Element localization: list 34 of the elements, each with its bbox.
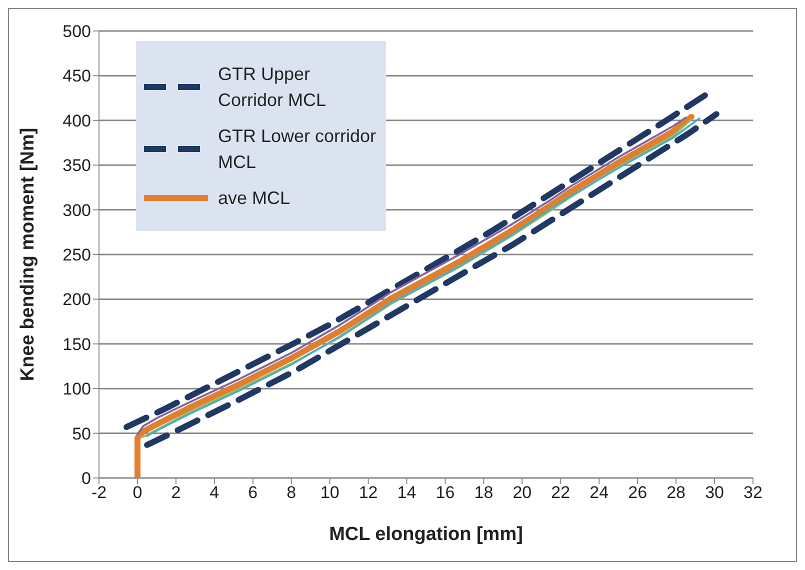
y-tick-label: 250 [62, 246, 91, 265]
y-tick-label: 300 [62, 200, 91, 220]
y-tick-label: 0 [82, 469, 91, 488]
legend-label: GTR Upper Corridor MCL [218, 63, 328, 112]
y-tick-label: 500 [62, 22, 91, 42]
x-tick-label: 22 [551, 483, 570, 502]
x-tick-label: 8 [286, 483, 296, 502]
y-tick-label: 400 [62, 111, 91, 130]
y-tick-label: 100 [62, 380, 91, 399]
y-tick-label: 450 [62, 66, 91, 86]
x-tick-label: 0 [132, 483, 142, 502]
y-tick-label: 350 [62, 156, 91, 176]
legend-label: ave MCL [218, 187, 292, 210]
x-tick-label: 28 [666, 483, 686, 502]
x-tick-label: 32 [744, 483, 762, 502]
x-tick-label: 24 [590, 483, 609, 502]
x-tick-label: 12 [358, 483, 378, 502]
legend-label: GTR Lower corridor MCL [218, 125, 378, 174]
x-tick-label: 20 [512, 483, 532, 502]
x-axis-title: MCL elongation [mm] [329, 524, 523, 545]
x-tick-label: 16 [436, 483, 455, 502]
y-tick-label: 50 [72, 424, 91, 444]
x-tick-label: 14 [397, 483, 416, 502]
y-axis-title: Knee bending moment [Nm] [18, 128, 39, 382]
x-tick-label: 4 [210, 483, 220, 502]
x-tick-label: 6 [248, 483, 258, 502]
x-tick-label: 30 [705, 483, 724, 502]
y-tick-label: 200 [62, 290, 91, 310]
x-tick-label: 2 [171, 483, 181, 502]
x-tick-label: -2 [91, 483, 107, 502]
x-tick-label: 18 [474, 483, 494, 502]
x-tick-label: 10 [320, 483, 340, 502]
x-tick-label: 26 [628, 483, 648, 502]
y-tick-label: 150 [62, 334, 91, 354]
